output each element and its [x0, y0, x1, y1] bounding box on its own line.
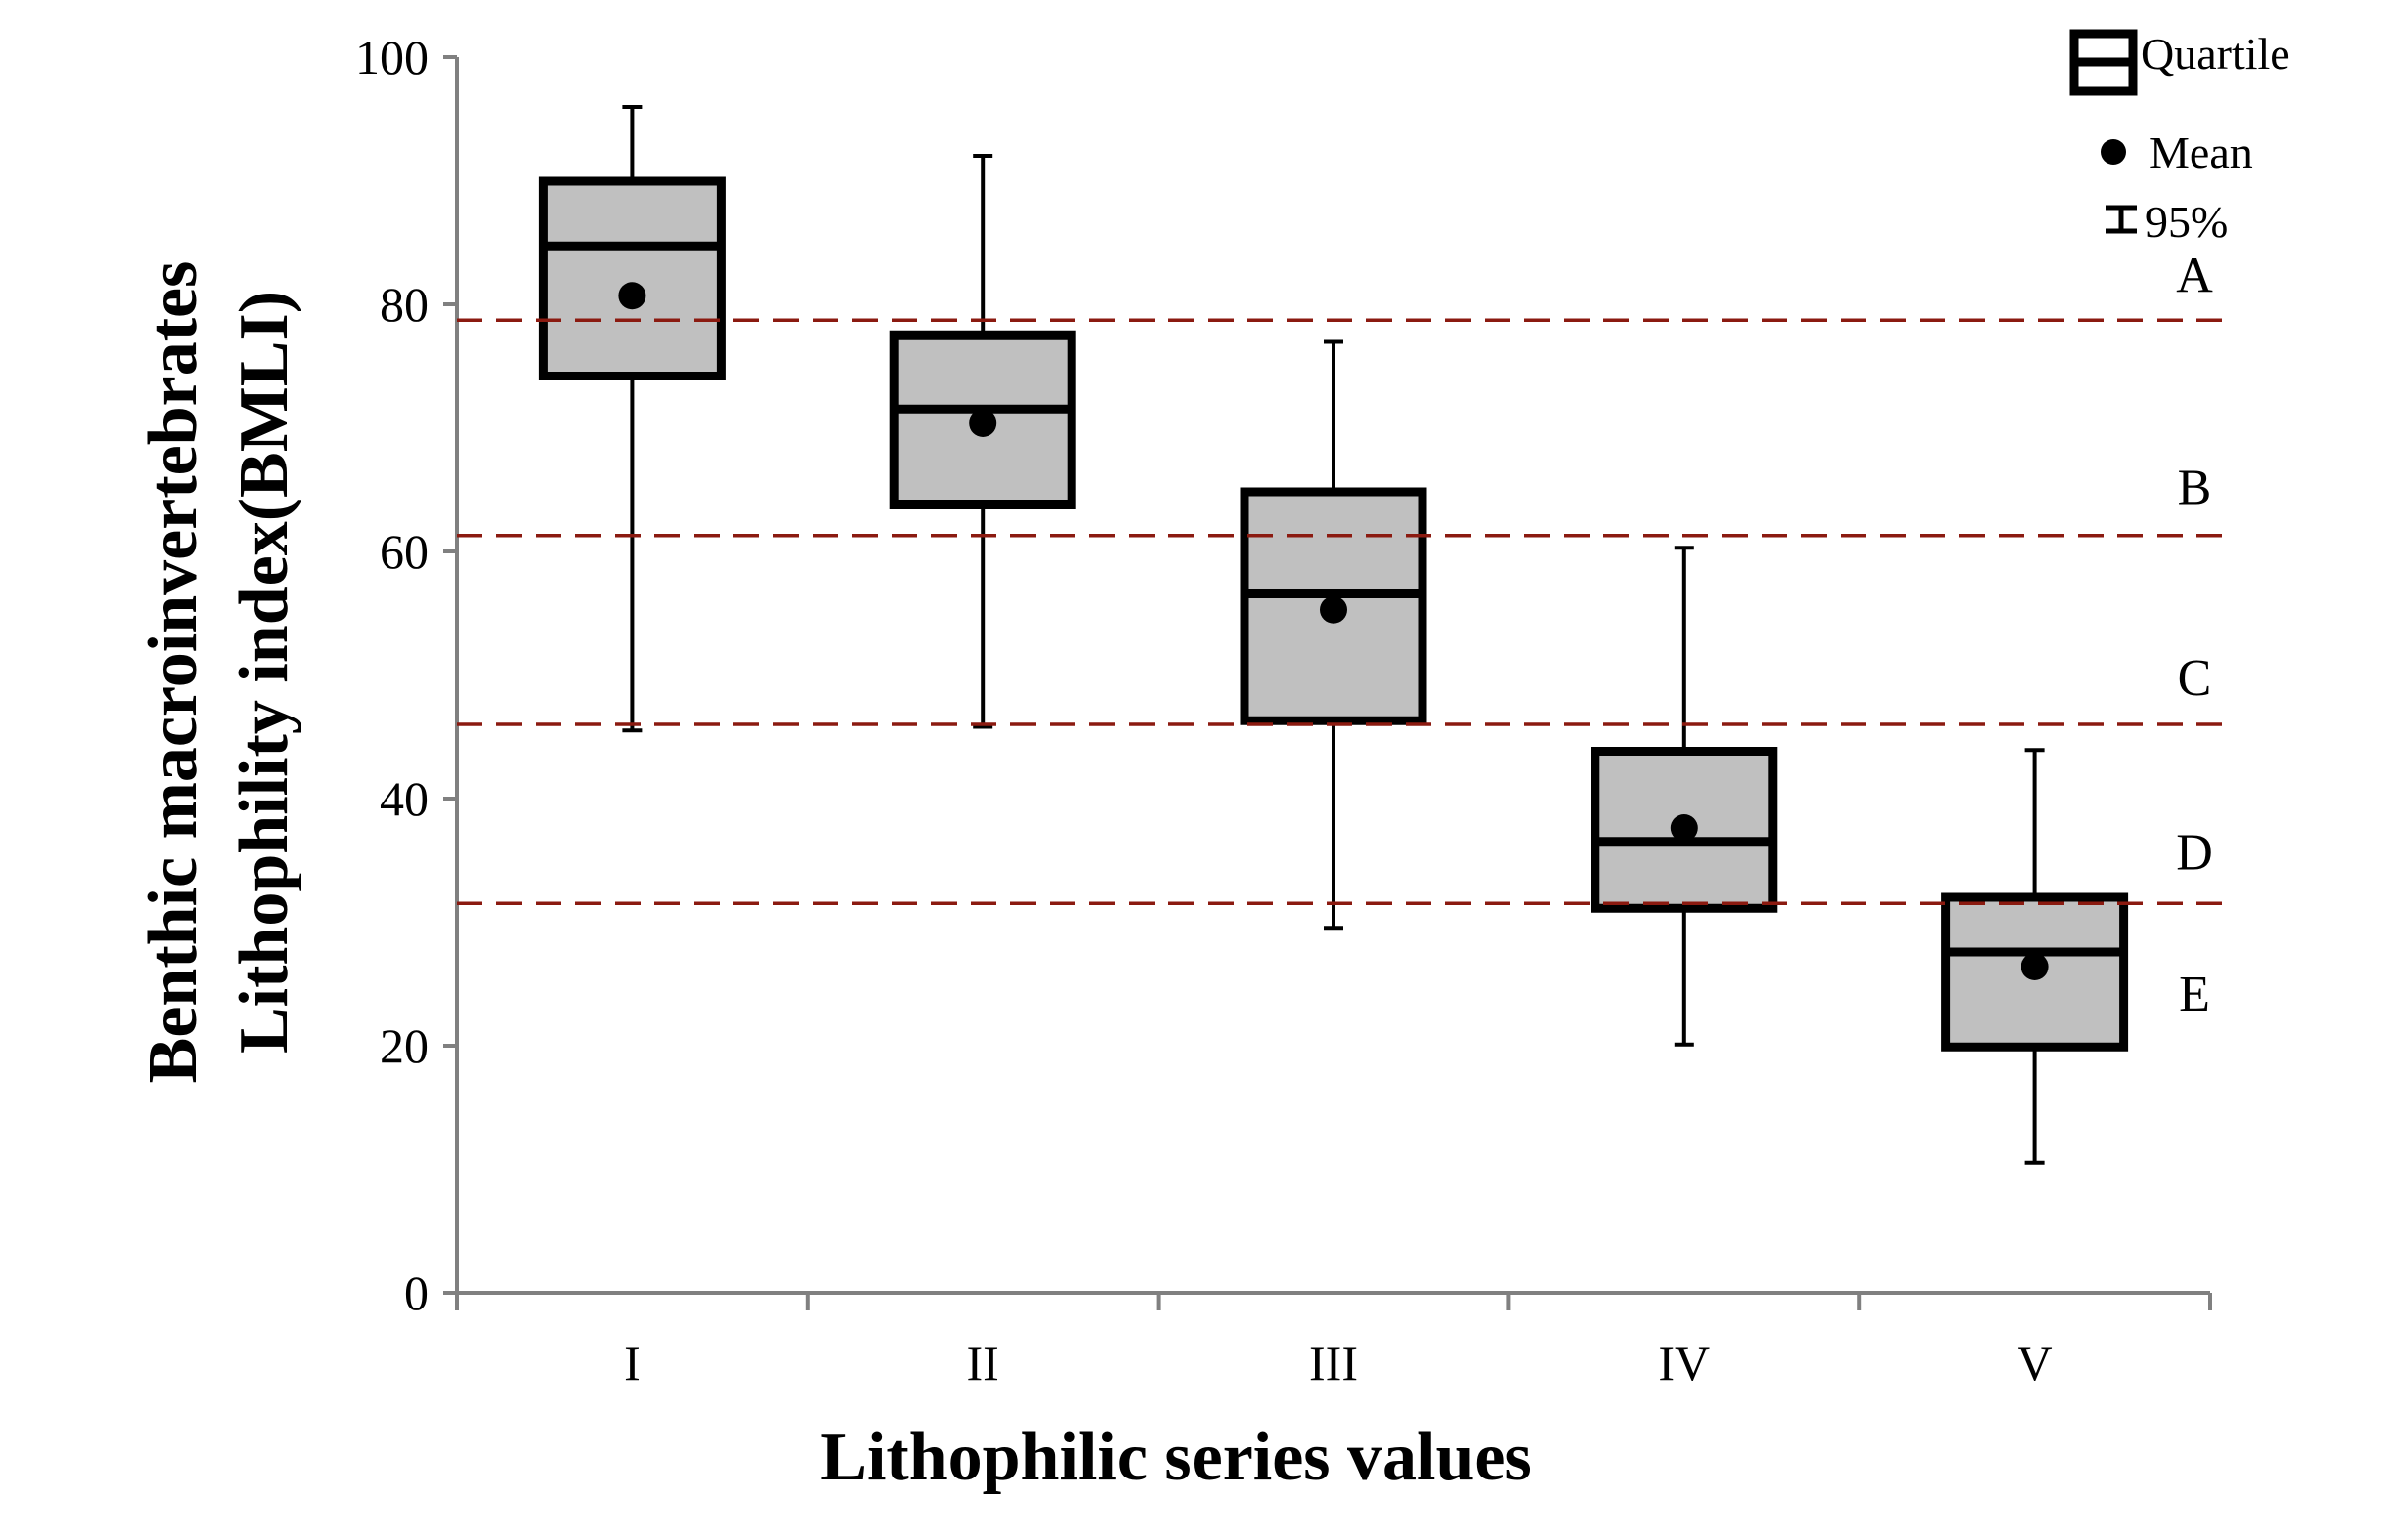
y-axis-title-line1: Benthic macroinvertebrates: [135, 261, 212, 1084]
legend-ci-label: 95%: [2145, 197, 2228, 247]
x-tick-label: V: [2018, 1335, 2053, 1391]
box-group-I: [538, 105, 726, 733]
x-tick-label: III: [1309, 1335, 1358, 1391]
mean-marker: [2021, 953, 2049, 980]
grade-label-B: B: [2178, 461, 2212, 517]
grade-label-D: D: [2176, 824, 2213, 881]
x-tick-label: IV: [1658, 1335, 1710, 1391]
x-tick-label: II: [967, 1335, 999, 1391]
grade-label-C: C: [2178, 650, 2212, 707]
box-group-III: [1240, 339, 1427, 931]
legend: Quartile Mean 95%: [2069, 29, 2290, 247]
legend-mean-marker: [2101, 139, 2126, 165]
y-tick-label: 20: [380, 1018, 429, 1073]
legend-mean-label: Mean: [2149, 127, 2253, 178]
quartile-box: [538, 176, 726, 380]
box-group-IV: [1591, 546, 1778, 1047]
box-group-II: [889, 154, 1076, 729]
grade-label-A: A: [2176, 248, 2213, 304]
y-tick-label: 60: [380, 524, 429, 579]
legend-quartile-label: Quartile: [2141, 29, 2290, 79]
y-tick-label: 40: [380, 771, 429, 826]
x-tick-label: I: [624, 1335, 641, 1391]
y-tick-label: 80: [380, 277, 429, 332]
mean-marker: [1320, 595, 1347, 624]
mean-marker: [618, 282, 646, 310]
x-axis-title: Lithophilic series values: [820, 1419, 1531, 1495]
mean-marker: [1670, 814, 1698, 842]
grade-label-E: E: [2179, 967, 2210, 1023]
box-group-V: [1941, 748, 2129, 1165]
y-tick-label: 100: [355, 30, 429, 85]
y-axis-title-line2: Lithophility index(BMLI): [226, 291, 302, 1054]
mean-marker: [969, 409, 997, 437]
y-tick-label: 0: [404, 1265, 429, 1320]
